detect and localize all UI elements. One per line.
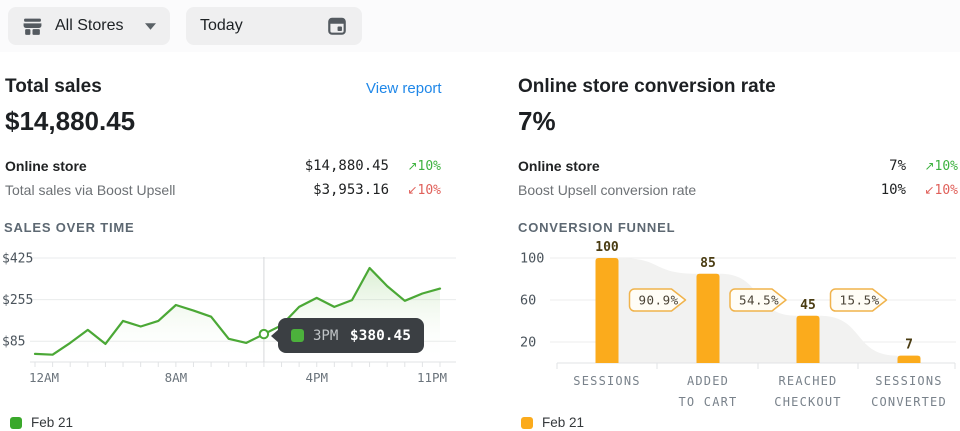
svg-text:REACHED: REACHED [779,374,838,388]
svg-text:4PM: 4PM [305,370,328,385]
conversion-badge: 15.5% [829,288,888,312]
legend-swatch-green [10,416,22,429]
trend-down-icon: ↙ [924,182,935,197]
conversion-breakdown: Online store 7% ↗10% Boost Upsell conversio… [518,154,958,202]
metric-value: $3,953.16 [313,182,389,198]
svg-text:$85: $85 [2,335,25,350]
svg-text:60: 60 [520,293,536,309]
tooltip-value: $380.45 [349,327,411,344]
total-sales-breakdown: Online store $14,880.45 ↗10% Total sales vi… [5,154,441,202]
trend-up-icon: ↗ [924,158,935,173]
metric-value: 7% [889,158,906,174]
trend-up-icon: ↗ [407,158,418,173]
conversion-rate-title: Online store conversion rate [518,76,776,97]
svg-text:11PM: 11PM [417,370,447,385]
trend-up-indicator: ↗10% [407,158,441,174]
tooltip-series-swatch [291,329,304,342]
svg-text:SESSIONS: SESSIONS [573,374,640,388]
metric-row: Online store 7% ↗10% [518,154,958,178]
trend-up-indicator: ↗10% [924,158,958,174]
svg-text:ADDED: ADDED [687,374,729,388]
date-selector-button[interactable]: Today [186,7,362,45]
svg-text:SESSIONS: SESSIONS [875,374,942,388]
metric-value: 10% [880,182,906,198]
svg-text:CONVERTED: CONVERTED [871,395,947,409]
conversion-funnel-chart[interactable]: 100 60 20 100 85 45 7 90.9% 54.5% 15.5% SESSIONS AD… [500,240,960,415]
trend-down-indicator: ↙10% [924,182,958,198]
svg-text:90.9%: 90.9% [639,293,679,308]
svg-text:20: 20 [520,335,536,351]
conversion-badge: 54.5% [729,288,787,312]
svg-text:TO CART: TO CART [679,395,738,409]
svg-text:45: 45 [800,298,816,313]
metric-label: Online store [518,158,600,174]
metric-value: $14,880.45 [304,158,389,174]
total-sales-value: $14,880.45 [5,106,136,136]
metric-label: Boost Upsell conversion rate [518,182,697,198]
svg-text:7: 7 [905,338,913,353]
svg-text:8AM: 8AM [165,370,188,385]
store-icon [23,18,42,35]
svg-text:12AM: 12AM [29,370,59,385]
metric-label: Total sales via Boost Upsell [5,182,176,198]
store-selector-button[interactable]: All Stores [8,7,170,45]
svg-text:15.5%: 15.5% [840,293,880,308]
conversion-rate-value: 7% [518,106,556,136]
metric-row: Online store $14,880.45 ↗10% [5,154,441,178]
chart-tooltip: 3PM $380.45 [271,318,424,353]
conversion-badge: 90.9% [628,288,687,312]
calendar-icon [328,17,346,35]
date-selector-label: Today [200,17,243,34]
svg-text:100: 100 [595,240,619,255]
svg-text:85: 85 [700,256,716,271]
legend-label: Feb 21 [542,415,585,430]
svg-text:CHECKOUT: CHECKOUT [774,395,841,409]
conversion-funnel-heading: CONVERSION FUNNEL [518,220,676,235]
funnel-legend: Feb 21 [521,415,584,430]
legend-label: Feb 21 [31,415,74,430]
metric-row: Boost Upsell conversion rate 10% ↙10% [518,178,958,202]
metric-label: Online store [5,158,87,174]
metric-row: Total sales via Boost Upsell $3,953.16 ↙10… [5,178,441,202]
tooltip-time: 3PM [313,327,339,344]
total-sales-title: Total sales [5,76,102,97]
trend-down-icon: ↙ [407,182,418,197]
sales-over-time-heading: SALES OVER TIME [4,220,135,235]
sales-legend: Feb 21 [10,415,73,430]
chevron-down-icon [145,22,156,30]
legend-swatch-orange [521,416,533,429]
store-selector-label: All Stores [55,17,124,34]
svg-text:$425: $425 [2,252,33,267]
view-report-link[interactable]: View report [366,80,442,97]
svg-text:54.5%: 54.5% [739,293,779,308]
topbar: All Stores Today [0,0,960,52]
trend-down-indicator: ↙10% [407,182,441,198]
svg-text:$255: $255 [2,293,33,308]
svg-text:100: 100 [520,251,544,267]
